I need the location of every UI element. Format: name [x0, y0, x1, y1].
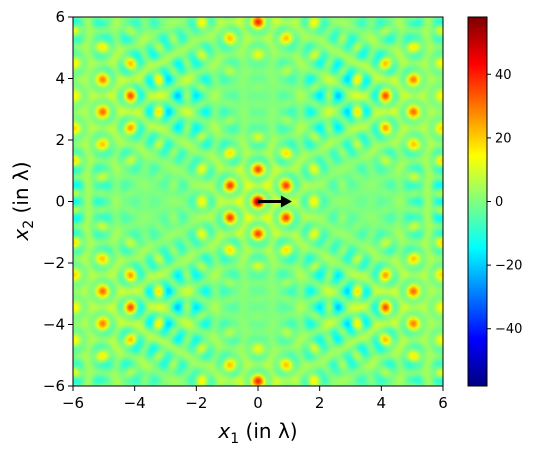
- colorbar-tick-label: 40: [495, 68, 512, 83]
- heatmap-plot: −6 −4 −2 0 2 4 6 −6 −4 −2 0 2 4 6: [43, 8, 448, 412]
- y-axis-label: x2 (in λ): [9, 161, 37, 241]
- colorbar-gradient: [468, 17, 487, 386]
- y-axis-label-sub: 2: [21, 220, 37, 229]
- x-axis-label-unit: (in λ): [239, 419, 297, 443]
- colorbar-tick-label: −40: [495, 322, 522, 337]
- arrow-head: [280, 195, 292, 208]
- x-tick-label: −2: [185, 394, 207, 412]
- y-tick-label: −2: [43, 254, 65, 272]
- x-tick-label: 4: [377, 394, 387, 412]
- y-tick-label: 2: [55, 131, 65, 149]
- x-tick-label: 6: [438, 394, 448, 412]
- x-axis-label-main: x: [217, 419, 230, 443]
- x-axis-label: x1 (in λ): [217, 419, 297, 447]
- colorbar: −40 −20 0 20 40: [467, 16, 522, 387]
- colorbar-tick-label: −20: [495, 259, 522, 274]
- x-tick-label: 0: [253, 394, 263, 412]
- y-axis-label-main: x: [9, 229, 33, 242]
- x-axis-ticks: −6 −4 −2 0 2 4 6: [62, 386, 448, 412]
- y-tick-label: 6: [55, 8, 65, 26]
- x-tick-label: −6: [62, 394, 84, 412]
- x-tick-label: 2: [315, 394, 325, 412]
- y-axis-ticks: −6 −4 −2 0 2 4 6: [43, 8, 73, 395]
- y-tick-label: −6: [43, 377, 65, 395]
- y-axis-label-unit: (in λ): [9, 161, 33, 219]
- x-axis-label-sub: 1: [230, 431, 239, 447]
- x-tick-label: −4: [124, 394, 146, 412]
- y-tick-label: 0: [55, 193, 65, 211]
- colorbar-tick-label: 0: [495, 195, 503, 210]
- colorbar-tick-label: 20: [495, 131, 512, 146]
- direction-arrow: [258, 195, 292, 208]
- y-tick-label: −4: [43, 316, 65, 334]
- colorbar-ticks: −40 −20 0 20 40: [487, 68, 522, 337]
- y-tick-label: 4: [55, 70, 65, 88]
